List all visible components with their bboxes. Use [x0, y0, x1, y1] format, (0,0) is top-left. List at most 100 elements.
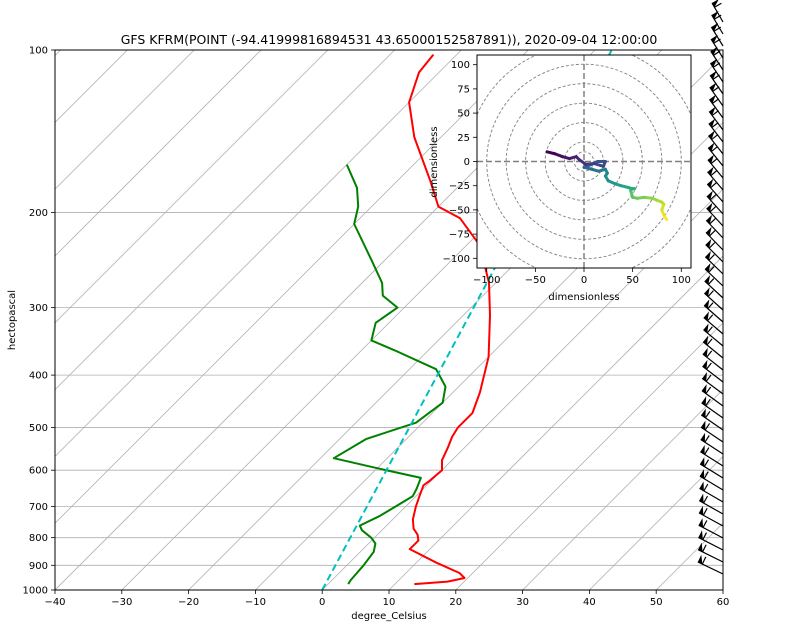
hodograph-y-tick-label: −50: [449, 205, 470, 216]
wind-barb: [709, 58, 724, 83]
wind-barb: [703, 287, 724, 311]
wind-barb: [702, 335, 724, 359]
wind-barb: [708, 106, 724, 131]
isotherm-line: [321, 188, 723, 590]
wind-barb: [702, 347, 724, 371]
wind-barbs: [697, 0, 724, 575]
x-axis-label: degree_Celsius: [351, 611, 427, 622]
temperature-line: [408, 53, 491, 586]
isotherm-line: [388, 255, 723, 590]
x-tick-label: 50: [650, 597, 663, 608]
wind-barb: [699, 457, 724, 479]
isotherm-line: [55, 50, 262, 257]
wind-barb: [703, 299, 724, 323]
x-tick-label: −40: [44, 597, 65, 608]
y-tick-label: 900: [29, 561, 48, 572]
x-tick-label: 0: [319, 597, 325, 608]
wind-barb: [700, 444, 724, 467]
wind-barb: [710, 34, 724, 59]
wind-barb: [698, 505, 724, 527]
wind-barb: [710, 46, 724, 71]
isotherm-line: [722, 589, 723, 590]
wind-barb: [701, 396, 724, 419]
wind-barb: [705, 238, 724, 263]
chart-title: GFS KFRM(POINT (-94.41999816894531 43.65…: [121, 32, 658, 47]
y-tick-label: 100: [29, 46, 48, 57]
y-tick-label: 700: [29, 502, 48, 513]
x-tick-label: 20: [449, 597, 462, 608]
isotherm-line: [55, 50, 329, 324]
isotherm-line: [55, 50, 462, 457]
wind-barb: [708, 118, 724, 143]
x-tick-label: 60: [717, 597, 730, 608]
wind-barb: [697, 542, 724, 563]
wind-barb: [707, 166, 724, 191]
range-ring: [573, 151, 595, 172]
x-tick-label: 10: [383, 597, 396, 608]
wind-barb: [709, 70, 724, 95]
hodograph-x-tick-label: 0: [581, 275, 587, 286]
wind-barb: [698, 530, 724, 551]
hodograph-y-tick-label: 0: [464, 157, 470, 168]
hodograph-segment: [592, 161, 605, 168]
hodograph-y-tick-label: 100: [451, 60, 470, 71]
isotherm-line: [55, 50, 529, 524]
wind-barb: [706, 178, 724, 203]
y-tick-label: 1000: [23, 586, 48, 597]
wind-barb: [705, 226, 724, 251]
wind-barb: [708, 94, 724, 119]
wind-barb: [701, 384, 724, 407]
wind-barb: [706, 190, 724, 215]
hodograph-y-tick-label: 25: [457, 133, 470, 144]
hodograph-y-ticks: 100 75 50 25 0 −25 −50 −75 −100: [443, 60, 477, 265]
y-axis-label: hectopascal: [7, 290, 18, 350]
wind-barb: [707, 142, 724, 167]
x-tick-label: −20: [178, 597, 199, 608]
y-tick-label: 300: [29, 303, 48, 314]
wind-barb: [708, 130, 724, 155]
wind-barb: [698, 518, 724, 539]
wind-barb: [699, 481, 724, 503]
wind-barb: [706, 202, 724, 227]
wind-barb: [697, 554, 724, 575]
isotherm-line: [589, 455, 723, 590]
isotherm-line: [522, 389, 723, 590]
y-tick-label: 800: [29, 533, 48, 544]
wind-barb: [700, 420, 724, 443]
hodograph-y-tick-label: −100: [443, 254, 470, 265]
y-tick-label: 600: [29, 466, 48, 477]
hodograph-segment: [545, 150, 557, 156]
x-tick-label: 30: [516, 597, 529, 608]
wind-barb: [704, 275, 724, 299]
wind-barb: [699, 469, 724, 491]
wind-barb: [700, 432, 724, 455]
wind-barb: [703, 323, 724, 347]
isotherm-line: [55, 50, 128, 123]
hodograph-x-tick-label: 50: [626, 275, 639, 286]
isotherm-line: [55, 50, 195, 190]
wind-barb: [698, 493, 724, 515]
wind-barb: [702, 359, 724, 383]
hodograph-x-label: dimensionless: [548, 292, 619, 303]
wind-barb: [705, 214, 724, 239]
wind-barb: [709, 82, 724, 107]
x-tick-label: 40: [583, 597, 596, 608]
hodograph-x-tick-label: −100: [473, 275, 500, 286]
hodograph-y-tick-label: −75: [449, 230, 470, 241]
wind-barb: [700, 408, 724, 431]
y-tick-label: 500: [29, 423, 48, 434]
wind-barb: [707, 154, 724, 179]
y-tick-label: 200: [29, 208, 48, 219]
dewpoint-line: [332, 164, 447, 585]
isotherm-line: [455, 322, 723, 590]
hodograph-x-tick-label: 100: [672, 275, 691, 286]
y-tick-label: 400: [29, 371, 48, 382]
wind-barb: [704, 263, 724, 287]
wind-barb: [710, 22, 724, 47]
x-axis-ticks: −40 −30 −20 −10 0 10 20 30 40 50 60: [44, 590, 729, 608]
isotherm-line: [55, 50, 395, 391]
hodograph-x-ticks: −100 −50 0 50 100: [473, 268, 691, 286]
wind-barb: [703, 311, 724, 335]
hodograph-y-label: dimensionless: [429, 126, 440, 197]
